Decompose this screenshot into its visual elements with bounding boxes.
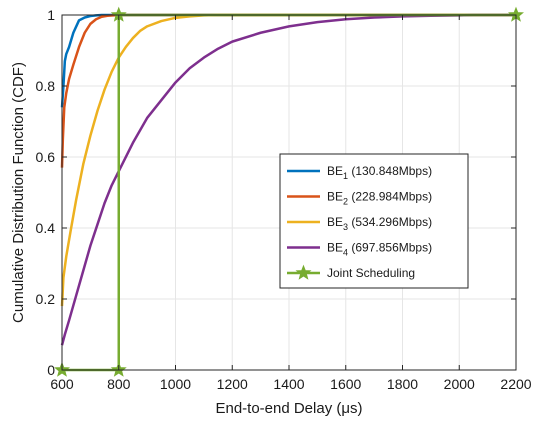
legend-entry-3: BE3 (534.296Mbps) <box>327 215 432 232</box>
legend-entry-1: BE1 (130.848Mbps) <box>327 164 432 181</box>
legend-entry-4: BE4 (697.856Mbps) <box>327 241 432 258</box>
legend-entry-2: BE2 (228.984Mbps) <box>327 190 432 207</box>
legend-entry-rate: (534.296Mbps) <box>348 215 432 229</box>
x-tick-label: 2200 <box>500 376 531 392</box>
y-tick-label: 0.4 <box>36 220 56 236</box>
axis-ticks <box>61 14 517 371</box>
legend-entry-subscript: 3 <box>343 222 348 232</box>
legend-entry-name: Joint Scheduling <box>327 266 415 280</box>
series-line-4 <box>60 13 516 346</box>
legend-entry-rate: (130.848Mbps) <box>348 164 432 178</box>
legend-entry-rate: (228.984Mbps) <box>348 190 432 204</box>
legend-entry-name: BE <box>327 190 343 204</box>
x-tick-label: 2000 <box>444 376 475 392</box>
tick-labels: 600 800 1000 1200 1400 1600 1800 2000 2200 0 0.2 0.… <box>36 7 532 392</box>
legend-entry-name: BE <box>327 215 343 229</box>
legend: BE1 (130.848Mbps)BE2 (228.984Mbps)BE3 (5… <box>279 153 469 289</box>
y-axis-label: Cumulative Distribution Function (CDF) <box>10 62 27 323</box>
y-tick-label: 0 <box>47 362 55 378</box>
y-tick-label: 0.2 <box>36 291 56 307</box>
legend-entry-subscript: 1 <box>343 171 348 181</box>
legend-star-marker <box>295 264 312 280</box>
legend-entry-rate: (697.856Mbps) <box>348 241 432 255</box>
legend-entry-name: BE <box>327 241 343 255</box>
x-axis-label: End-to-end Delay (μs) <box>215 400 362 417</box>
y-tick-label: 1 <box>47 7 55 23</box>
x-tick-label: 1800 <box>387 376 418 392</box>
x-tick-label: 1600 <box>330 376 361 392</box>
legend-entry-5: Joint Scheduling <box>327 266 415 280</box>
legend-entry-name: BE <box>327 164 343 178</box>
x-tick-label: 800 <box>107 376 131 392</box>
legend-entry-subscript: 4 <box>343 248 348 258</box>
x-tick-label: 1400 <box>273 376 304 392</box>
y-tick-label: 0.6 <box>36 149 56 165</box>
legend-entry-subscript: 2 <box>343 197 348 207</box>
y-tick-label: 0.8 <box>36 78 56 94</box>
x-tick-label: 1200 <box>217 376 248 392</box>
x-tick-label: 600 <box>50 376 74 392</box>
x-tick-label: 1000 <box>160 376 191 392</box>
